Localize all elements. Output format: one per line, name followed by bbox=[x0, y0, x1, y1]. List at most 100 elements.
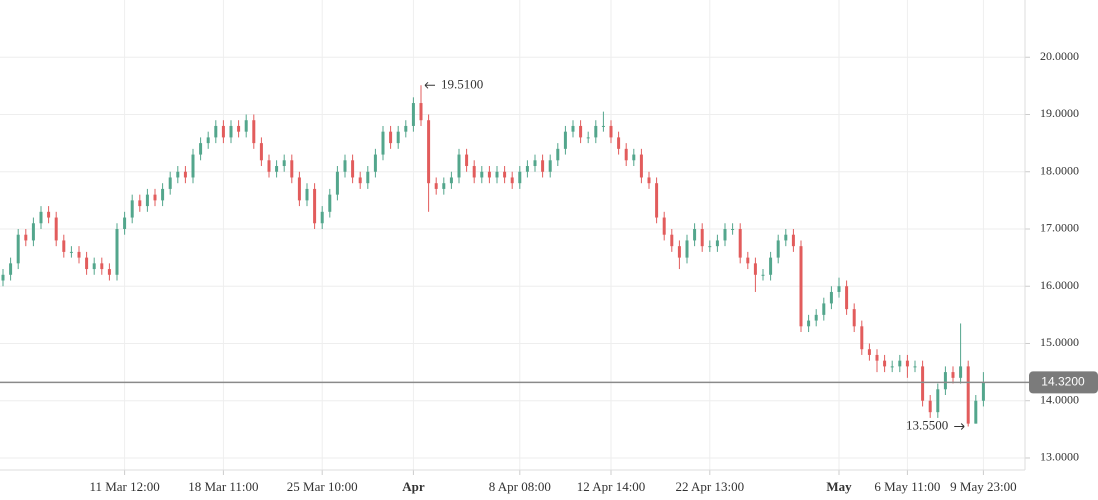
y-tick-label: 13.0000 bbox=[1040, 450, 1079, 464]
candle-body bbox=[305, 188, 309, 201]
candle-body bbox=[563, 131, 567, 149]
candle-body bbox=[85, 257, 89, 270]
candle-body bbox=[708, 246, 712, 248]
candle-body bbox=[541, 160, 545, 172]
candle-body bbox=[427, 120, 431, 184]
candle-body bbox=[845, 286, 849, 310]
candle-body bbox=[47, 211, 51, 218]
candle-body bbox=[335, 171, 339, 195]
candle-body bbox=[389, 131, 393, 144]
candle-body bbox=[670, 234, 674, 247]
candle-body bbox=[533, 160, 537, 167]
candle-body bbox=[685, 240, 689, 258]
candle-body bbox=[852, 309, 856, 327]
candle-body bbox=[77, 251, 81, 258]
candle-body bbox=[282, 160, 286, 167]
x-tick-label: 11 Mar 12:00 bbox=[89, 479, 159, 494]
candle-body bbox=[510, 177, 514, 184]
candle-body bbox=[373, 154, 377, 172]
low-label: 13.5500 bbox=[906, 417, 948, 432]
y-tick-label: 19.0000 bbox=[1040, 106, 1079, 120]
candle-body bbox=[594, 125, 598, 138]
y-tick-label: 20.0000 bbox=[1040, 49, 1079, 63]
y-tick-label: 16.0000 bbox=[1040, 278, 1079, 292]
candle-body bbox=[320, 211, 324, 224]
candle-body bbox=[457, 154, 461, 178]
high-arrow bbox=[424, 81, 435, 89]
candle-body bbox=[723, 228, 727, 241]
x-tick-label: 18 Mar 11:00 bbox=[188, 479, 258, 494]
candle-body bbox=[495, 171, 499, 178]
candle-body bbox=[609, 125, 613, 138]
candle-body bbox=[959, 366, 963, 378]
candle-body bbox=[358, 177, 362, 184]
low-arrow bbox=[954, 423, 965, 430]
x-tick-label: 22 Apr 13:00 bbox=[675, 479, 744, 494]
candle-body bbox=[381, 131, 385, 155]
candle-body bbox=[867, 349, 871, 355]
candle-body bbox=[784, 234, 788, 241]
candle-body bbox=[115, 228, 119, 275]
candle-body bbox=[921, 366, 925, 401]
candle-body bbox=[297, 177, 301, 201]
candle-body bbox=[548, 160, 552, 172]
y-tick-label: 17.0000 bbox=[1040, 221, 1079, 235]
candle-body bbox=[16, 234, 20, 264]
candle-body bbox=[647, 177, 651, 184]
last-price-box bbox=[1029, 371, 1098, 394]
candle-body bbox=[966, 366, 970, 424]
candle-body bbox=[54, 217, 58, 241]
candle-body bbox=[753, 263, 757, 275]
x-tick-label: 12 Apr 14:00 bbox=[577, 479, 646, 494]
candle-body bbox=[799, 246, 803, 327]
candle-body bbox=[700, 228, 704, 247]
candle-body bbox=[943, 372, 947, 390]
high-label: 19.5100 bbox=[441, 76, 483, 91]
candle-body bbox=[624, 148, 628, 161]
candle-body bbox=[313, 188, 317, 224]
candle-body bbox=[176, 171, 180, 178]
candle-body bbox=[860, 326, 864, 350]
candle-body bbox=[480, 171, 484, 178]
candle-body bbox=[39, 211, 43, 224]
candle-body bbox=[761, 274, 765, 276]
candle-body bbox=[168, 177, 172, 189]
candle-body bbox=[214, 125, 218, 138]
candle-body bbox=[556, 148, 560, 161]
candle-body bbox=[145, 194, 149, 207]
candle-body bbox=[883, 360, 887, 367]
candle-body bbox=[465, 154, 469, 167]
candle-body bbox=[244, 120, 248, 132]
candle-body bbox=[419, 103, 423, 121]
candle-body bbox=[396, 131, 400, 144]
candle-body bbox=[237, 125, 241, 132]
candle-body bbox=[107, 269, 111, 275]
candle-body bbox=[411, 103, 415, 126]
candle-body bbox=[290, 160, 294, 178]
candle-body bbox=[518, 171, 522, 184]
candle-body bbox=[138, 200, 142, 207]
candle-body bbox=[275, 166, 279, 172]
candle-body bbox=[31, 223, 35, 241]
candle-body bbox=[890, 366, 894, 368]
candle-body bbox=[69, 251, 73, 253]
x-tick-label: May bbox=[826, 479, 852, 494]
candle-body bbox=[677, 246, 681, 258]
candle-body bbox=[776, 240, 780, 258]
candle-body bbox=[829, 291, 833, 304]
candle-body bbox=[791, 234, 795, 247]
candle-body bbox=[639, 154, 643, 178]
last-price-label: 14.3200 bbox=[1041, 375, 1085, 389]
candle-body bbox=[693, 228, 697, 241]
candle-body bbox=[905, 360, 909, 367]
candle-body bbox=[366, 171, 370, 184]
candle-body bbox=[503, 171, 507, 178]
x-tick-label: 6 May 11:00 bbox=[874, 479, 940, 494]
candle-body bbox=[571, 125, 575, 132]
candle-body bbox=[814, 314, 818, 321]
candle-body bbox=[822, 303, 826, 315]
candle-body bbox=[632, 154, 636, 161]
candle-body bbox=[1, 274, 5, 281]
